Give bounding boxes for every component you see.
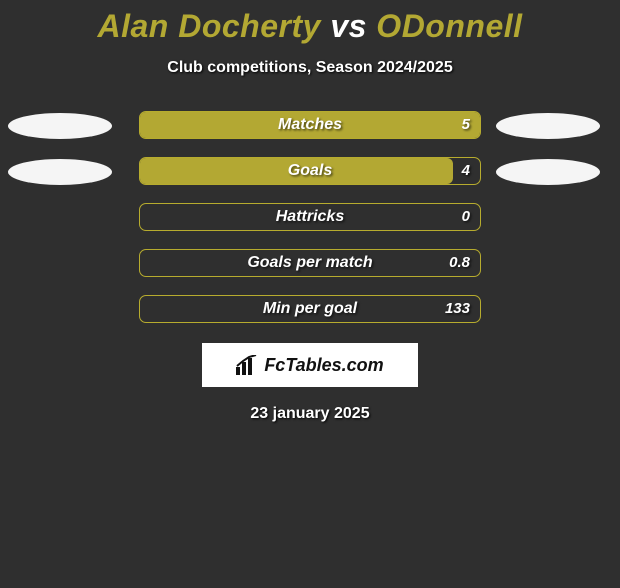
logo-text: FcTables.com [264, 355, 383, 376]
stat-row: Min per goal133 [0, 295, 620, 325]
bar-value: 0.8 [449, 249, 470, 277]
title-vs: vs [321, 8, 376, 44]
bar-label: Matches [139, 111, 481, 139]
stat-row: Matches5 [0, 111, 620, 141]
bar-label: Goals [139, 157, 481, 185]
bar-value: 4 [462, 157, 470, 185]
bar-value: 5 [462, 111, 470, 139]
title-player1: Alan Docherty [97, 8, 320, 44]
subtitle: Club competitions, Season 2024/2025 [0, 59, 620, 77]
bar-label: Hattricks [139, 203, 481, 231]
player2-marker [496, 113, 600, 139]
footer-date: 23 january 2025 [0, 405, 620, 423]
logo-box: FcTables.com [202, 343, 418, 387]
stat-row: Goals4 [0, 157, 620, 187]
page-title: Alan Docherty vs ODonnell [0, 8, 620, 45]
stat-bars: Matches5Goals4Hattricks0Goals per match0… [0, 111, 620, 325]
stat-row: Hattricks0 [0, 203, 620, 233]
bar-chart-icon [236, 355, 258, 375]
player1-marker [8, 159, 112, 185]
bar-label: Goals per match [139, 249, 481, 277]
bar-value: 0 [462, 203, 470, 231]
stat-row: Goals per match0.8 [0, 249, 620, 279]
bar-value: 133 [445, 295, 470, 323]
player1-marker [8, 113, 112, 139]
title-player2: ODonnell [376, 8, 522, 44]
bar-label: Min per goal [139, 295, 481, 323]
player2-marker [496, 159, 600, 185]
